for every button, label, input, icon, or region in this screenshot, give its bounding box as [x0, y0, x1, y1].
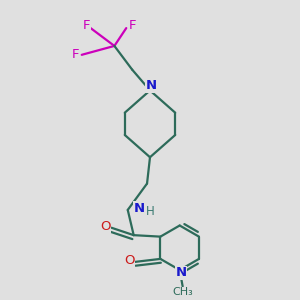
- Text: CH₃: CH₃: [172, 287, 193, 297]
- Text: F: F: [72, 48, 80, 61]
- Text: O: O: [124, 254, 134, 267]
- Text: N: N: [146, 80, 157, 92]
- Text: N: N: [176, 266, 187, 280]
- Text: O: O: [100, 220, 111, 233]
- Text: N: N: [134, 202, 145, 215]
- Text: H: H: [146, 205, 154, 218]
- Text: F: F: [128, 19, 136, 32]
- Text: F: F: [82, 19, 90, 32]
